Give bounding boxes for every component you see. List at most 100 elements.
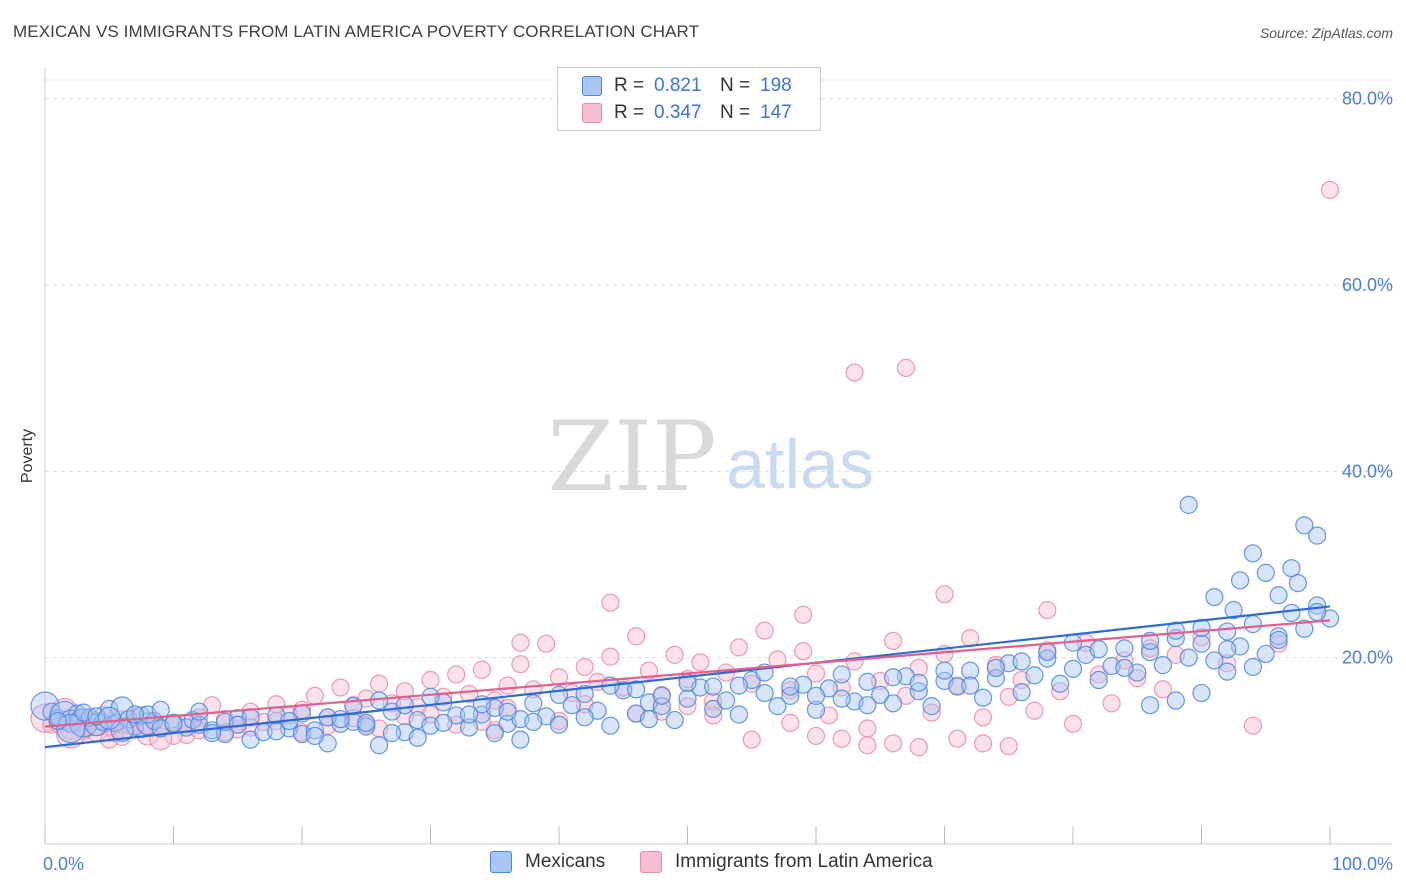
legend-swatch-immigrants: [582, 103, 602, 123]
mexicans-point: [1288, 574, 1307, 593]
mexicans-point: [935, 661, 954, 680]
mexicans-point: [909, 673, 928, 692]
mexicans-point: [357, 713, 376, 732]
legend-n-value: 198: [760, 75, 792, 96]
immigrants-point: [781, 713, 800, 732]
immigrants-point: [1089, 665, 1108, 684]
immigrants-point: [832, 729, 851, 748]
mexicans-point: [1012, 683, 1031, 702]
mexicans-point: [1308, 596, 1327, 615]
mexicans-point: [1282, 603, 1301, 623]
immigrants-point: [973, 708, 993, 727]
immigrants-point: [1102, 694, 1121, 713]
mexicans-point: [1063, 659, 1083, 678]
immigrants-point: [601, 647, 620, 666]
immigrants-point: [896, 358, 916, 377]
axes: [44, 68, 1392, 845]
mexicans-point: [1243, 544, 1263, 563]
mexicans-point: [858, 696, 877, 715]
mexicans-point: [485, 724, 504, 743]
grid-lines: [45, 79, 1392, 659]
legend-r-value: 0.821: [654, 75, 702, 96]
legend-item-mexicans[interactable]: Mexicans: [490, 851, 605, 873]
immigrants-point: [370, 674, 389, 693]
mexicans-point: [1295, 516, 1314, 535]
immigrants-point: [973, 734, 993, 753]
watermark-atlas: atlas: [726, 425, 874, 503]
immigrants-point: [331, 678, 350, 697]
immigrants-point: [909, 658, 928, 678]
immigrants-point: [665, 645, 684, 664]
source-label: Source: ZipAtlas.com: [1259, 25, 1393, 41]
mexicans-point: [1166, 691, 1185, 710]
immigrants-point: [459, 684, 479, 704]
mexicans-point: [883, 668, 903, 687]
immigrants-point: [549, 668, 569, 687]
mexicans-point: [729, 705, 749, 724]
immigrants-point: [1192, 628, 1211, 647]
mexicans-point: [986, 658, 1006, 678]
mexicans-point: [1025, 666, 1044, 685]
mexicans-point: [524, 694, 543, 713]
legend-r-label: R =: [614, 102, 645, 123]
y-tick-label: 40.0%: [1342, 461, 1393, 481]
mexicans-point: [1308, 526, 1327, 545]
mexicans-point: [511, 730, 530, 749]
legend-swatch-mexicans: [582, 76, 602, 96]
legend-n-label: N =: [720, 102, 751, 123]
mexicans-point: [1179, 648, 1198, 667]
mexicans-point: [1269, 630, 1288, 650]
mexicans-point: [97, 706, 121, 730]
mexicans-point: [434, 713, 453, 732]
mexicans-point: [408, 728, 427, 747]
mexicans-point: [961, 661, 980, 680]
immigrants-point: [1320, 180, 1340, 200]
immigrants-point: [704, 706, 723, 725]
mexicans-point: [986, 669, 1006, 688]
mexicans-point: [575, 684, 594, 704]
legend-r-value: 0.347: [654, 102, 702, 123]
mexicans-points: [30, 495, 1340, 755]
y-tick-labels: 20.0% 40.0% 60.0% 80.0%: [1342, 89, 1393, 668]
legend-row-mexicans: R = 0.821 N = 198: [582, 74, 792, 98]
immigrants-point: [537, 634, 556, 653]
legend-label-mexicans: Mexicans: [525, 851, 606, 872]
mexicans-point: [858, 672, 877, 691]
immigrants-point: [639, 661, 659, 680]
y-tick-label: 20.0%: [1342, 648, 1393, 668]
immigrants-point: [678, 697, 697, 716]
mexicans-point: [832, 689, 851, 708]
immigrants-point: [305, 686, 324, 705]
mexicans-point: [1269, 586, 1288, 605]
mexicans-point: [716, 691, 736, 710]
mexicans-point: [549, 715, 569, 734]
mexicans-point: [1308, 602, 1327, 622]
immigrants-point: [806, 664, 826, 683]
mexicans-point: [948, 677, 967, 696]
mexicans-point: [883, 694, 903, 713]
immigrants-point: [999, 737, 1018, 756]
mexicans-point: [652, 697, 671, 716]
mexicans-point: [459, 705, 479, 724]
immigrants-point: [948, 729, 967, 748]
immigrants-point: [768, 650, 787, 669]
x-tick-label: 100.0%: [1332, 854, 1393, 874]
mexicans-point: [395, 696, 414, 715]
mexicans-point: [961, 676, 980, 695]
immigrants-point: [935, 585, 954, 604]
mexicans-point: [421, 687, 440, 706]
mexicans-point: [729, 676, 749, 695]
mexicans-point: [1256, 563, 1275, 582]
legend-item-immigrants[interactable]: Immigrants from Latin America: [640, 851, 933, 873]
immigrants-point: [729, 638, 749, 657]
legend-r-label: R =: [614, 75, 645, 96]
mexicans-point: [1153, 656, 1173, 675]
immigrants-point: [626, 627, 646, 646]
correlation-legend: R = 0.821 N = 198 R = 0.347 N = 147: [557, 67, 821, 131]
mexicans-point: [832, 665, 851, 684]
legend-swatch-immigrants: [640, 851, 662, 873]
mexicans-point: [652, 686, 671, 705]
mexicans-point: [1218, 622, 1237, 641]
mexicans-point: [190, 702, 209, 721]
